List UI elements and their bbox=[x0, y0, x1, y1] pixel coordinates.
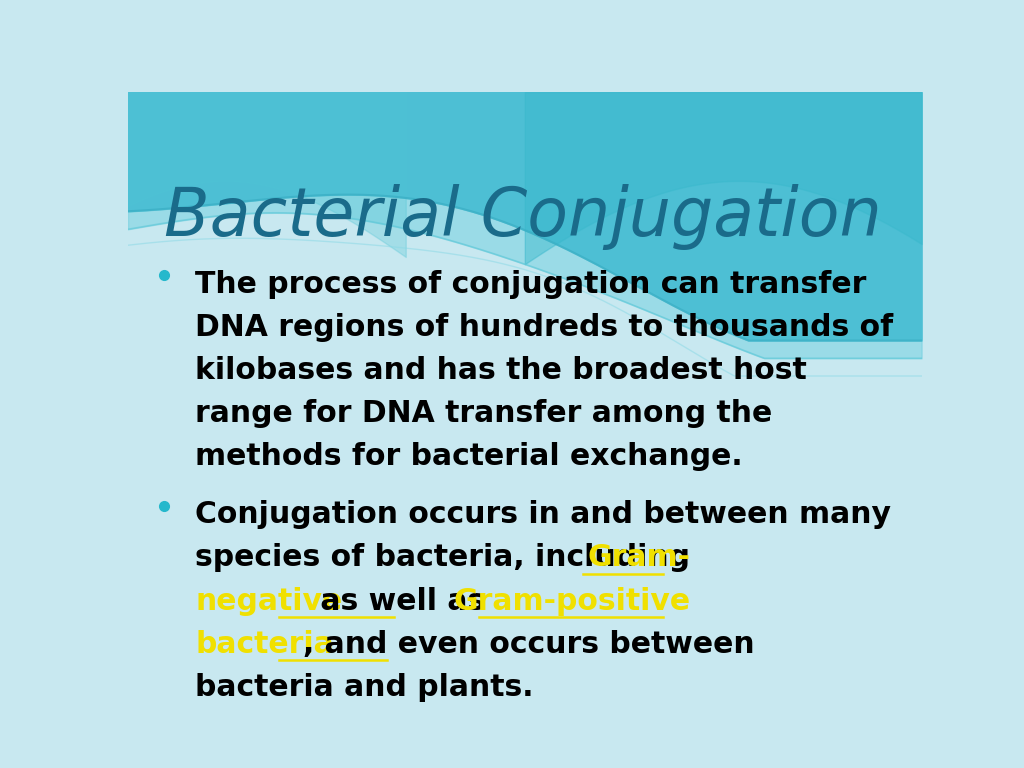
Text: The process of conjugation can transfer: The process of conjugation can transfer bbox=[196, 270, 867, 299]
Text: , and even occurs between: , and even occurs between bbox=[303, 630, 755, 659]
Text: negative: negative bbox=[196, 587, 343, 615]
Text: range for DNA transfer among the: range for DNA transfer among the bbox=[196, 399, 773, 428]
Text: as well as: as well as bbox=[309, 587, 496, 615]
Text: Gram-: Gram- bbox=[587, 544, 690, 572]
Text: DNA regions of hundreds to thousands of: DNA regions of hundreds to thousands of bbox=[196, 313, 894, 342]
Text: kilobases and has the broadest host: kilobases and has the broadest host bbox=[196, 356, 807, 385]
Text: Gram-positive: Gram-positive bbox=[454, 587, 690, 615]
Text: Conjugation occurs in and between many: Conjugation occurs in and between many bbox=[196, 500, 892, 529]
Text: methods for bacterial exchange.: methods for bacterial exchange. bbox=[196, 442, 743, 472]
Text: bacteria: bacteria bbox=[196, 630, 334, 659]
Text: bacteria and plants.: bacteria and plants. bbox=[196, 673, 534, 702]
Text: species of bacteria, including: species of bacteria, including bbox=[196, 544, 700, 572]
Text: Bacterial Conjugation: Bacterial Conjugation bbox=[164, 184, 882, 250]
